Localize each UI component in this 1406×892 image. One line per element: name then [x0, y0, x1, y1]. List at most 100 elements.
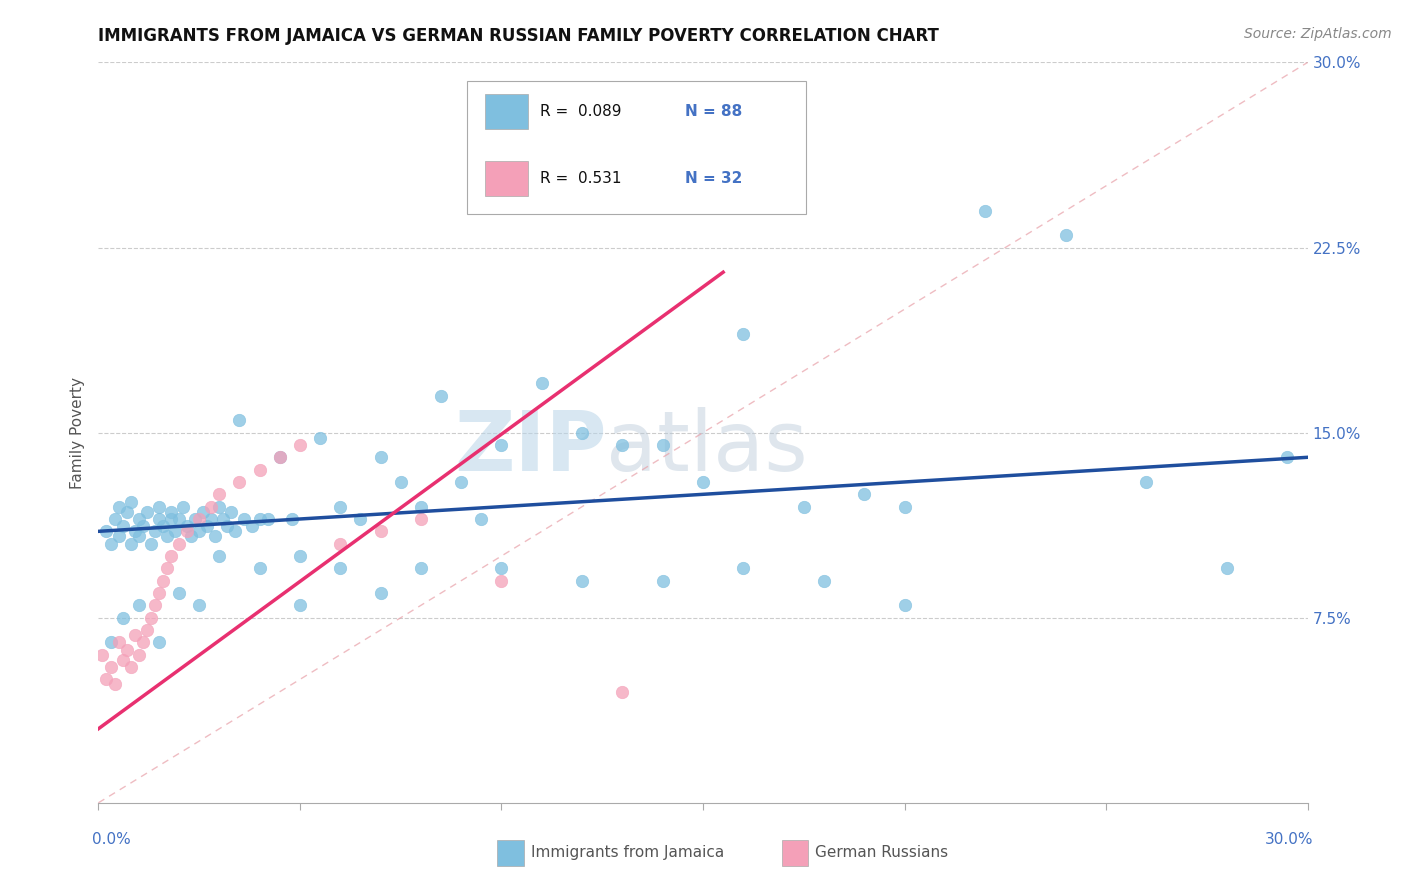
Point — [124, 524, 146, 539]
Point — [193, 505, 215, 519]
Point — [163, 524, 186, 539]
Point — [148, 512, 170, 526]
Point — [208, 549, 231, 563]
Point — [103, 512, 125, 526]
Point — [309, 431, 332, 445]
Point — [733, 326, 755, 341]
Point — [813, 574, 835, 588]
Point — [974, 203, 997, 218]
Point — [208, 487, 231, 501]
Point — [128, 599, 150, 613]
Point — [135, 623, 157, 637]
Point — [893, 599, 915, 613]
Point — [349, 512, 371, 526]
Point — [221, 505, 243, 519]
Point — [491, 561, 513, 575]
Point — [100, 660, 122, 674]
Point — [249, 462, 271, 476]
Point — [100, 635, 122, 649]
Point — [409, 512, 432, 526]
Point — [96, 673, 118, 687]
Point — [139, 610, 162, 624]
Point — [249, 561, 271, 575]
Point — [160, 512, 183, 526]
Point — [370, 450, 392, 465]
Text: N = 32: N = 32 — [685, 171, 742, 186]
Point — [1216, 561, 1239, 575]
Text: 0.0%: 0.0% — [93, 832, 131, 847]
Point — [152, 519, 174, 533]
Text: ZIP: ZIP — [454, 407, 606, 488]
Point — [148, 500, 170, 514]
Point — [107, 635, 129, 649]
Point — [269, 450, 291, 465]
Point — [329, 500, 352, 514]
Point — [120, 494, 142, 508]
Point — [571, 574, 593, 588]
Point — [139, 536, 162, 550]
Point — [135, 505, 157, 519]
Point — [167, 586, 190, 600]
Text: Source: ZipAtlas.com: Source: ZipAtlas.com — [1244, 27, 1392, 41]
Point — [111, 610, 134, 624]
Point — [430, 388, 453, 402]
Text: R =  0.089: R = 0.089 — [540, 104, 621, 120]
Point — [115, 642, 138, 657]
Point — [491, 574, 513, 588]
Bar — [485, 95, 527, 129]
Point — [195, 519, 218, 533]
Point — [152, 574, 174, 588]
Text: R =  0.531: R = 0.531 — [540, 171, 621, 186]
FancyBboxPatch shape — [467, 81, 806, 214]
Point — [184, 512, 207, 526]
Point — [329, 561, 352, 575]
Point — [269, 450, 291, 465]
Point — [370, 586, 392, 600]
Point — [240, 519, 263, 533]
Point — [204, 529, 226, 543]
Point — [132, 519, 155, 533]
Point — [288, 599, 311, 613]
Point — [107, 500, 129, 514]
Point — [120, 660, 142, 674]
Point — [249, 512, 271, 526]
Point — [232, 512, 254, 526]
Point — [651, 574, 673, 588]
Point — [120, 536, 142, 550]
Point — [612, 685, 634, 699]
Point — [103, 677, 125, 691]
Point — [200, 500, 222, 514]
Point — [176, 519, 198, 533]
Point — [91, 648, 114, 662]
Point — [370, 524, 392, 539]
Point — [160, 505, 183, 519]
Point — [224, 524, 246, 539]
Point — [1054, 228, 1077, 243]
Point — [288, 438, 311, 452]
Text: atlas: atlas — [606, 407, 808, 488]
Point — [256, 512, 278, 526]
Point — [160, 549, 183, 563]
Point — [188, 512, 211, 526]
Point — [409, 500, 432, 514]
Point — [143, 524, 166, 539]
Point — [143, 599, 166, 613]
Point — [450, 475, 472, 489]
Point — [96, 524, 118, 539]
Point — [288, 549, 311, 563]
Point — [128, 529, 150, 543]
Point — [228, 413, 250, 427]
Point — [167, 512, 190, 526]
Point — [651, 438, 673, 452]
Point — [148, 635, 170, 649]
Point — [167, 536, 190, 550]
Point — [132, 635, 155, 649]
Text: 30.0%: 30.0% — [1265, 832, 1313, 847]
Point — [491, 438, 513, 452]
Point — [115, 505, 138, 519]
Point — [156, 561, 179, 575]
Text: German Russians: German Russians — [815, 845, 949, 860]
Point — [208, 500, 231, 514]
Point — [217, 519, 239, 533]
Point — [281, 512, 304, 526]
